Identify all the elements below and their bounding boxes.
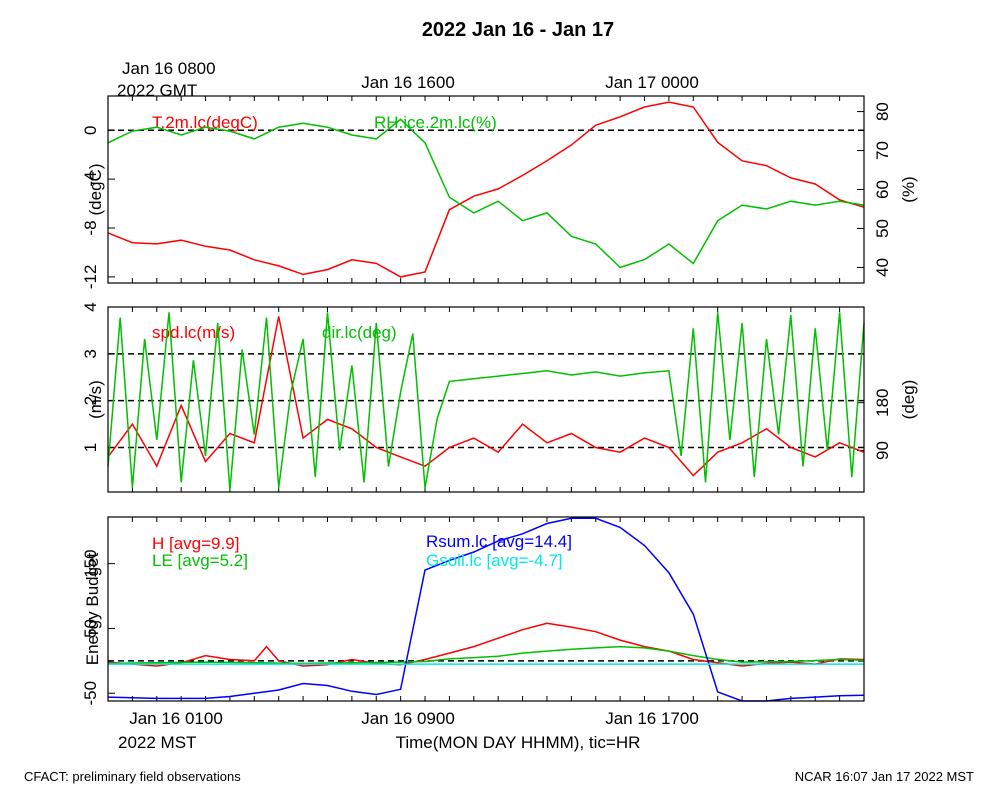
y-tick-label-left: 1 [81,443,100,452]
y-tick-label-right: 180 [873,389,892,417]
legend-label-0-0: T.2m.lc(degC) [152,113,258,132]
y-tick-label-left: 4 [81,302,100,311]
chart-title: 2022 Jan 16 - Jan 17 [422,19,614,41]
legend-label-1-0: spd.lc(m/s) [152,323,235,342]
temperature-humidity-panel: 0 -4 -8 -12 40 50 60 70 80 (degC) (%) T.2m.lc(degC)… [81,95,918,290]
y-axis-label-left: (m/s) [86,380,105,419]
legend-label-0-1: RH.ice.2m.lc(%) [374,113,497,132]
y-axis-label-right: (deg) [899,380,918,420]
series-line-2-0 [107,622,865,667]
plot-frame [107,306,865,493]
y-axis-label-right: (%) [899,176,918,202]
y-tick-label-left: -50 [81,681,100,706]
y-tick-label-right: 50 [873,219,892,238]
y-tick-label-left: -8 [81,220,100,235]
y-tick-label-right: 70 [873,141,892,160]
legend-label-2-1: LE [avg=5.2] [152,551,248,570]
bottom-time-label-start: Jan 16 0100 [129,709,223,728]
y-tick-label-left: -12 [81,265,100,290]
legend-label-1-1: dir.lc(deg) [322,323,397,342]
plot-frame [107,516,865,702]
y-axis-label-left: Energy Budget [83,552,102,665]
series-line-1-1 [107,312,865,491]
legend-label-2-0: H [avg=9.9] [152,534,239,553]
top-time-label-gmt-line2: 2022 GMT [117,81,197,100]
series-line-2-1 [107,645,865,665]
y-tick-label-right: 60 [873,180,892,199]
top-time-label-mid: Jan 16 1600 [361,73,455,92]
series-line-0-0 [107,101,865,278]
top-time-label-end: Jan 17 0000 [605,73,699,92]
y-axis-label-left: (degC) [86,164,105,216]
y-tick-label-left: 150 [81,549,100,577]
bottom-time-label-start-line2: 2022 MST [118,733,196,752]
wind-panel: 1 2 3 4 90 180 (m/s) (deg) spd.lc(m/s) dir.lc(deg… [81,302,918,493]
y-tick-label-right: 40 [873,258,892,277]
plot-frame [107,95,865,284]
series-line-0-1 [107,118,865,269]
y-tick-label-right: 90 [873,441,892,460]
y-tick-label-left: 2 [81,396,100,405]
bottom-time-label-end: Jan 16 1700 [605,709,699,728]
y-tick-label-left: 3 [81,349,100,358]
top-time-label-gmt-line1: Jan 16 0800 [122,59,216,78]
x-axis-label: Time(MON DAY HHMM), tic=HR [396,733,641,752]
y-tick-label-left: 0 [81,125,100,134]
legend-label-2-2: Rsum.lc [avg=14.4] [426,532,572,551]
y-tick-label-right: 80 [873,102,892,121]
footer-left: CFACT: preliminary field observations [24,769,241,784]
y-tick-label-left: -4 [81,172,100,187]
y-tick-label-left: 50 [81,619,100,638]
footer-right: NCAR 16:07 Jan 17 2022 MST [795,769,974,784]
bottom-time-label-mid: Jan 16 0900 [361,709,455,728]
legend-label-2-3: Gsoil.lc [avg=-4.7] [426,551,563,570]
